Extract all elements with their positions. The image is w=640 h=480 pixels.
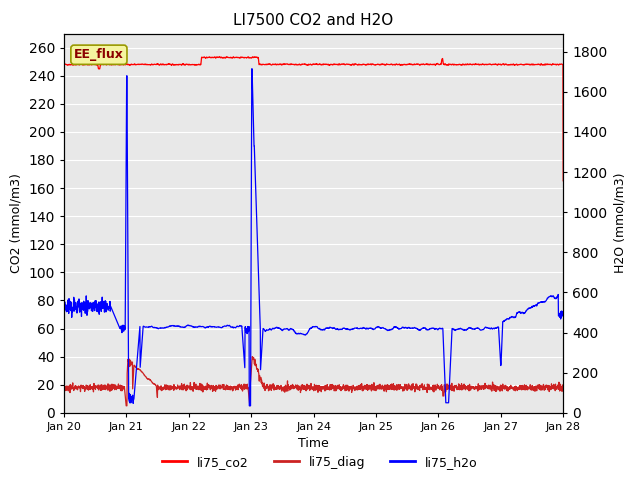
li75_h2o <box>545 294 553 300</box>
li75_diag <box>60 386 68 392</box>
Legend: li75_co2, li75_diag, li75_h2o: li75_co2, li75_diag, li75_h2o <box>157 451 483 474</box>
Text: EE_flux: EE_flux <box>74 48 124 61</box>
Line: li75_h2o: li75_h2o <box>64 69 563 406</box>
Line: li75_co2: li75_co2 <box>64 57 563 181</box>
li75_diag <box>290 384 298 389</box>
li75_co2 <box>559 178 567 184</box>
li75_co2 <box>86 62 93 68</box>
li75_diag <box>454 386 461 392</box>
li75_h2o <box>545 294 553 300</box>
Line: li75_diag: li75_diag <box>64 357 563 406</box>
li75_diag <box>545 389 553 395</box>
li75_co2 <box>303 61 311 67</box>
li75_h2o <box>303 331 311 336</box>
X-axis label: Time: Time <box>298 437 329 450</box>
li75_h2o <box>290 328 298 334</box>
Y-axis label: H2O (mmol/m3): H2O (mmol/m3) <box>613 173 626 274</box>
li75_h2o <box>559 313 567 319</box>
Title: LI7500 CO2 and H2O: LI7500 CO2 and H2O <box>234 13 394 28</box>
li75_h2o <box>454 326 461 332</box>
li75_diag <box>545 385 553 391</box>
li75_h2o <box>248 66 255 72</box>
li75_diag <box>248 354 256 360</box>
li75_co2 <box>60 178 68 183</box>
li75_diag <box>303 383 311 389</box>
li75_h2o <box>86 303 93 309</box>
li75_diag <box>122 403 130 408</box>
li75_h2o <box>246 403 253 408</box>
Y-axis label: CO2 (mmol/m3): CO2 (mmol/m3) <box>10 173 23 273</box>
li75_co2 <box>216 54 223 60</box>
li75_diag <box>559 384 567 390</box>
li75_co2 <box>454 62 461 68</box>
li75_co2 <box>545 62 553 68</box>
li75_co2 <box>290 61 298 67</box>
li75_diag <box>86 386 93 392</box>
li75_h2o <box>60 310 68 315</box>
li75_co2 <box>545 61 552 67</box>
